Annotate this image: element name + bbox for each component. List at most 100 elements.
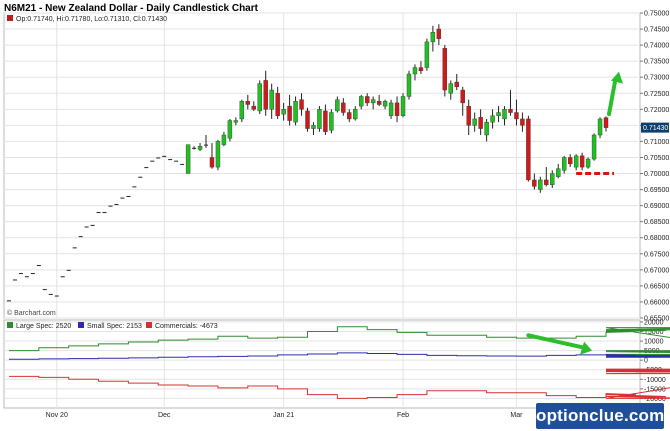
candle-body xyxy=(150,160,155,162)
candle-body xyxy=(418,67,424,71)
cot-legend: Large Spec: 2520 Small Spec: 2153 Commer… xyxy=(7,322,218,330)
candle-body xyxy=(562,157,567,171)
candle-body xyxy=(585,158,591,168)
candle-body xyxy=(78,236,83,238)
candle-body xyxy=(442,48,448,91)
candle-body xyxy=(245,101,251,105)
candle-body xyxy=(394,102,400,116)
candle-body xyxy=(382,101,388,107)
candle-body xyxy=(7,300,11,302)
candle-body xyxy=(353,109,358,120)
cot-arrow xyxy=(526,333,593,355)
candle-body xyxy=(299,99,304,110)
candle-body xyxy=(287,105,292,121)
candle-body xyxy=(42,289,47,291)
candle-body xyxy=(597,118,603,136)
candle-body xyxy=(120,197,125,199)
chart-title: N6M21 - New Zealand Dollar - Daily Candl… xyxy=(4,3,259,14)
candle-body xyxy=(472,118,477,126)
candle-body xyxy=(60,276,65,278)
price-grid xyxy=(4,12,640,319)
candle-body xyxy=(197,146,203,150)
candle-body xyxy=(335,99,340,112)
price-tick-label: 0.70500 xyxy=(644,155,669,162)
small-spec-line xyxy=(9,352,670,360)
candle-body xyxy=(484,121,489,136)
legend-swatch-commercials xyxy=(146,322,152,328)
candle-body xyxy=(162,155,167,157)
price-tick-label: 0.68000 xyxy=(644,235,669,242)
candle-body xyxy=(550,173,555,185)
candle-body xyxy=(532,179,537,187)
candle-body xyxy=(376,101,382,105)
candle-body xyxy=(400,96,406,116)
candle-body xyxy=(514,112,519,120)
arrow-down-icon xyxy=(580,341,593,355)
candle-body xyxy=(18,273,23,275)
candle-body xyxy=(275,93,280,116)
price-tick-label: 0.74000 xyxy=(644,43,669,50)
candle-body xyxy=(12,279,17,281)
price-tick-label: 0.73000 xyxy=(644,75,669,82)
candle-body xyxy=(370,99,376,104)
cot-lines xyxy=(9,326,670,399)
price-tick-label: 0.75000 xyxy=(644,11,669,18)
candle-body xyxy=(108,205,113,207)
candle-body xyxy=(227,120,233,139)
candle-body xyxy=(174,160,179,162)
price-tick-label: 0.66500 xyxy=(644,283,669,290)
candle-body xyxy=(496,112,501,116)
candle-body xyxy=(138,176,143,178)
candle-body xyxy=(239,101,245,120)
candle-body xyxy=(526,118,531,181)
candle-body xyxy=(84,226,89,228)
candle-body xyxy=(538,179,543,190)
price-tick-label: 0.69500 xyxy=(644,187,669,194)
candle-body xyxy=(311,125,316,129)
legend-swatch-small-spec xyxy=(78,322,84,328)
x-axis: Nov 20 Dec Jan 21 Feb Mar xyxy=(46,412,523,419)
price-tick-label: 0.65500 xyxy=(644,316,669,323)
candle-body xyxy=(168,159,173,161)
candle-body xyxy=(508,109,513,113)
candles xyxy=(7,24,609,302)
candle-body xyxy=(221,134,227,145)
candle-body xyxy=(520,118,525,126)
candle-body xyxy=(454,81,459,88)
last-price-value: 0.71430 xyxy=(643,125,668,132)
candle-body xyxy=(424,41,430,68)
candle-body xyxy=(573,155,579,168)
commercials-line xyxy=(9,368,670,399)
candle-body xyxy=(544,179,549,185)
candle-body xyxy=(329,112,334,131)
cot-tick-label: 10000 xyxy=(644,339,664,346)
candle-body xyxy=(436,28,442,39)
candle-body xyxy=(478,117,483,129)
last-price-badge: 0.71430 xyxy=(641,122,669,133)
candle-body xyxy=(281,109,286,115)
x-tick-label: Jan 21 xyxy=(273,412,294,419)
ohlc-swatch xyxy=(7,15,13,21)
cot-tick-label: 20000 xyxy=(644,319,664,326)
price-tick-label: 0.73500 xyxy=(644,59,669,66)
price-tick-label: 0.67500 xyxy=(644,251,669,258)
candle-body xyxy=(579,155,585,168)
candle-body xyxy=(54,295,59,297)
barchart-credit: © Barchart.com xyxy=(7,309,56,317)
candle-body xyxy=(36,265,41,267)
legend-large-spec: Large Spec: 2520 xyxy=(16,323,71,330)
cot-tick-label: -10000 xyxy=(644,377,666,384)
candle-body xyxy=(430,32,436,43)
legend-swatch-large-spec xyxy=(7,322,13,328)
candle-body xyxy=(114,204,119,206)
candle-body xyxy=(72,247,77,249)
candle-body xyxy=(144,167,149,169)
candle-body xyxy=(591,134,597,160)
candle-body xyxy=(102,212,107,214)
candle-body xyxy=(209,157,215,168)
price-tick-label: 0.69000 xyxy=(644,203,669,210)
candle-body xyxy=(603,117,609,128)
candle-body xyxy=(90,224,95,226)
arrow-up-icon xyxy=(611,71,623,84)
